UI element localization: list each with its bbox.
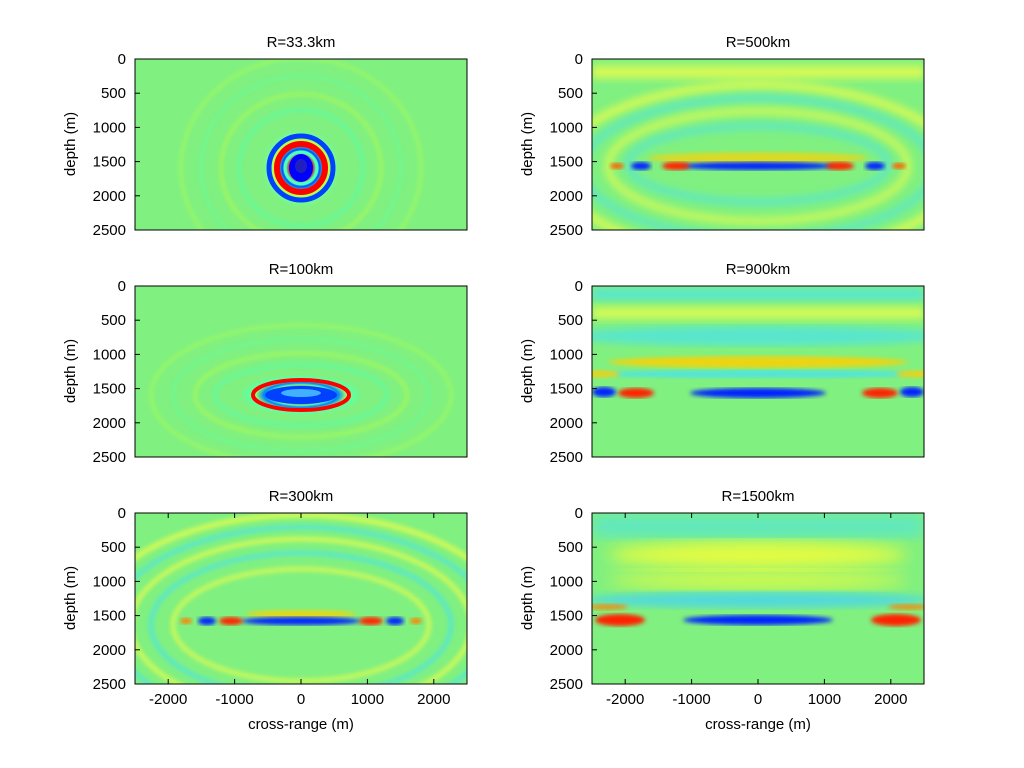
y-tick-label: 2000 [93,415,126,432]
y-ticks: 0 500 1000 1500 2000 2500 [93,278,140,466]
y-tick-label: 500 [558,85,583,102]
y-tick-label: 1500 [550,608,583,625]
y-tick-label: 2500 [550,676,583,693]
y-axis-label: depth (m) [62,112,79,176]
x-ticks: -2000 -1000 0 1000 2000 [149,513,450,708]
y-ticks: 0 500 1000 1500 2000 2500 [550,51,597,239]
x-tick-label: -1000 [672,691,710,708]
panel-title: R=100km [269,261,334,278]
y-tick-label: 1500 [93,154,126,171]
heatmap-image [592,59,924,230]
y-axis-label: depth (m) [519,339,536,403]
y-tick-label: 2500 [93,449,126,466]
heatmap-image [135,59,467,230]
y-axis-label: depth (m) [519,112,536,176]
panel-r900: R=900km depth (m) 0 500 1000 1500 2000 2500 [519,261,925,466]
heatmap-image [592,513,924,684]
y-tick-label: 1500 [93,608,126,625]
panel-r100: R=100km depth (m) 0 500 1000 1500 2000 2500 [62,261,468,466]
y-tick-label: 1000 [550,119,583,136]
panel-title: R=900km [726,261,791,278]
x-tick-label: 1000 [808,691,841,708]
x-tick-label: -2000 [606,691,644,708]
y-tick-label: 0 [118,51,126,68]
plot-frame [591,285,925,458]
panel-r1500: R=1500km depth (m) cross-range (m) 0 500 1… [519,488,925,733]
y-tick-label: 500 [101,85,126,102]
plot-frame [134,285,468,458]
panel-title: R=300km [269,488,334,505]
y-tick-label: 1500 [550,381,583,398]
y-tick-label: 1000 [93,573,126,590]
y-axis-label: depth (m) [519,566,536,630]
x-tick-label: 0 [297,691,305,708]
y-tick-label: 1500 [550,154,583,171]
y-ticks: 0 500 1000 1500 2000 2500 [93,505,140,693]
panel-title: R=500km [726,34,791,51]
y-tick-label: 2500 [550,222,583,239]
y-ticks: 0 500 1000 1500 2000 2500 [550,505,597,693]
panel-title: R=1500km [722,488,795,505]
y-tick-label: 2000 [550,188,583,205]
panel-r300: R=300km depth (m) cross-range (m) 0 500 10… [62,488,468,733]
y-tick-label: 1000 [93,119,126,136]
y-tick-label: 1000 [550,573,583,590]
plot-frame [591,58,925,231]
x-ticks: -2000 -1000 0 1000 2000 [606,513,907,708]
y-tick-label: 500 [101,312,126,329]
y-ticks: 0 500 1000 1500 2000 2500 [93,51,140,239]
y-tick-label: 2500 [550,449,583,466]
y-axis-label: depth (m) [62,566,79,630]
y-tick-label: 500 [101,539,126,556]
y-tick-label: 0 [118,505,126,522]
plot-frame [134,58,468,231]
y-tick-label: 0 [575,505,583,522]
x-axis-label: cross-range (m) [705,716,811,733]
panel-r500: R=500km depth (m) 0 500 1000 1500 2000 2500 [519,34,925,239]
y-tick-label: 2000 [550,415,583,432]
y-tick-label: 2000 [93,642,126,659]
x-tick-label: 2000 [874,691,907,708]
heatmap-image [135,286,467,457]
y-axis-label: depth (m) [62,339,79,403]
y-tick-label: 0 [575,278,583,295]
y-tick-label: 500 [558,539,583,556]
y-tick-label: 1000 [93,346,126,363]
heatmap-image [592,286,924,457]
y-ticks: 0 500 1000 1500 2000 2500 [550,278,597,466]
x-tick-label: 1000 [351,691,384,708]
x-tick-label: -1000 [215,691,253,708]
y-tick-label: 500 [558,312,583,329]
x-tick-label: -2000 [149,691,187,708]
x-tick-label: 0 [754,691,762,708]
y-tick-label: 2000 [93,188,126,205]
y-tick-label: 0 [118,278,126,295]
x-tick-label: 2000 [417,691,450,708]
panel-r33: R=33.3km depth (m) 0 500 1000 1500 2000 2500 [62,34,468,239]
panel-title: R=33.3km [267,34,336,51]
y-tick-label: 1000 [550,346,583,363]
x-axis-label: cross-range (m) [248,716,354,733]
y-tick-label: 0 [575,51,583,68]
y-tick-label: 2500 [93,222,126,239]
y-tick-label: 1500 [93,381,126,398]
y-tick-label: 2000 [550,642,583,659]
y-tick-label: 2500 [93,676,126,693]
